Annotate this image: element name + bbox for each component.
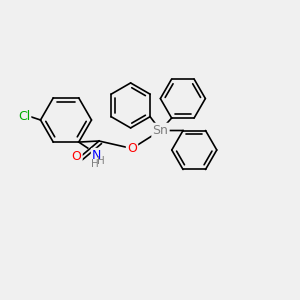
- Text: H: H: [92, 159, 99, 169]
- Text: Cl: Cl: [18, 110, 30, 124]
- Text: N: N: [92, 149, 101, 162]
- Text: O: O: [127, 142, 137, 155]
- Text: H: H: [98, 156, 105, 166]
- Text: O: O: [72, 149, 81, 163]
- Text: Sn: Sn: [153, 124, 168, 137]
